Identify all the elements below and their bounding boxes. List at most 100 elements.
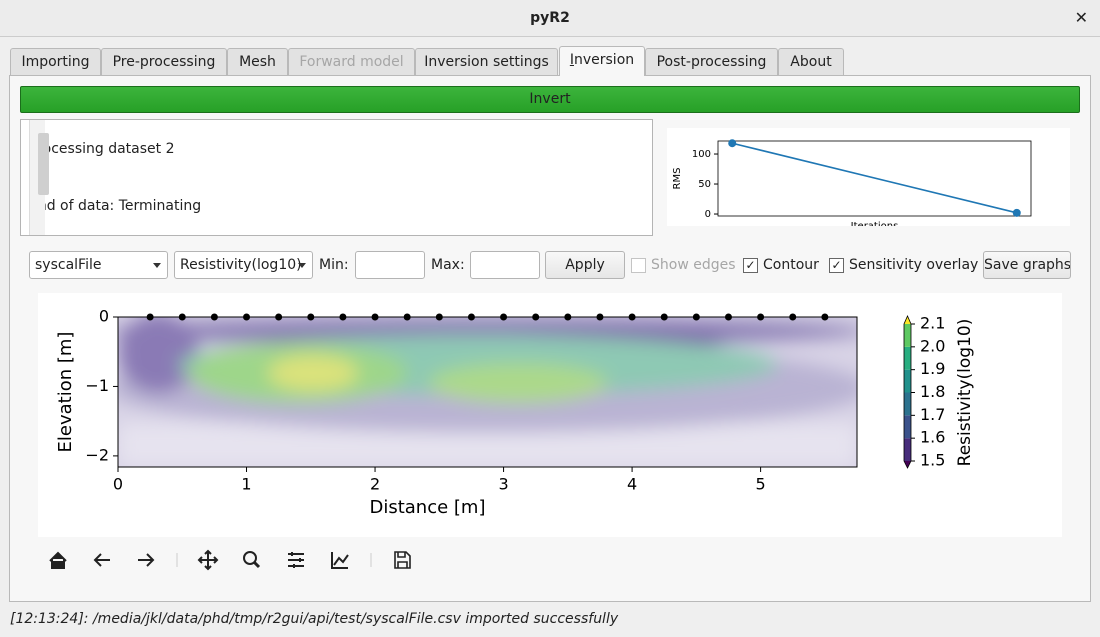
electrode [596, 313, 604, 321]
invert-button[interactable]: Invert [20, 86, 1080, 113]
plot-toolbar [49, 549, 411, 571]
electrode [660, 313, 668, 321]
pan-icon[interactable] [197, 549, 219, 571]
tab[interactable]: About [778, 48, 844, 76]
rms-point [1012, 208, 1021, 217]
electrode [500, 313, 508, 321]
home-icon[interactable] [49, 551, 67, 569]
x-axis-label: Distance [m] [369, 497, 485, 518]
electrode [307, 313, 315, 321]
scrollbar[interactable] [29, 120, 49, 235]
max-label: Max: [431, 257, 465, 273]
colorbar-band [904, 369, 911, 393]
y-tick-label: −1 [85, 376, 109, 395]
electrode [178, 313, 186, 321]
back-icon[interactable] [93, 553, 110, 567]
colorbar-band [904, 438, 911, 461]
y-tick-label: 100 [692, 149, 711, 160]
checkbox-box[interactable]: ✓ [829, 258, 844, 273]
y-tick-label: 50 [698, 179, 711, 190]
log-box: Processing dataset 2 End of data: Termin… [20, 119, 653, 236]
max-input[interactable] [470, 251, 540, 279]
attribute-select[interactable]: Resistivity(log10) [174, 251, 313, 279]
electrode [564, 313, 572, 321]
axes-edit-icon[interactable] [331, 552, 349, 569]
colorbar-tick-label: 1.6 [920, 428, 945, 447]
tab[interactable]: Mesh [227, 48, 288, 76]
x-tick-label: 4 [627, 475, 637, 494]
electrode [403, 313, 411, 321]
contour-field [118, 317, 857, 467]
colorbar-band [904, 324, 911, 347]
colorbar-label: Resistivity(log10) [955, 319, 975, 467]
colorbar-extend [904, 316, 911, 324]
colorbar-tick-label: 2.1 [920, 314, 945, 333]
y-tick-label: 0 [99, 307, 109, 326]
electrode [371, 313, 379, 321]
x-tick-label: 5 [756, 475, 766, 494]
checkbox-label: Show edges [651, 257, 736, 273]
colorbar-tick-label: 1.9 [920, 359, 945, 378]
electrode [467, 313, 475, 321]
x-tick-label: 3 [498, 475, 508, 494]
section-chart: 0 1 2 3 4 5 0 −1 −2 Distance [m] Elevation [m] 1.5 1… [38, 293, 1062, 537]
y-tick-label: 0 [705, 209, 711, 220]
configure-icon[interactable] [288, 552, 304, 568]
checkbox-box[interactable]: ✓ [743, 258, 758, 273]
colorbar-band [904, 415, 911, 439]
axes-frame [117, 316, 858, 468]
electrode [532, 313, 540, 321]
colorbar-tick-label: 1.8 [920, 382, 945, 401]
checkbox: Show edges [631, 251, 736, 279]
title-bar: pyR2 [0, 0, 1100, 37]
window-title: pyR2 [530, 10, 570, 26]
forward-icon[interactable] [138, 553, 155, 567]
electrode [757, 313, 765, 321]
checkbox-label: Contour [763, 257, 819, 273]
x-tick-label: 2 [370, 475, 380, 494]
x-tick-label: 1 [241, 475, 251, 494]
electrode [692, 313, 700, 321]
tab[interactable]: Inversion [559, 46, 645, 76]
checkbox-box [631, 258, 646, 273]
tab: Forward model [288, 48, 415, 76]
colorbar-extend [904, 461, 911, 468]
dataset-select[interactable]: syscalFile [29, 251, 168, 279]
zoom-icon[interactable] [252, 560, 261, 569]
min-label: Min: [319, 257, 349, 273]
rms-chart: 0 50 100 RMS Iterations [667, 128, 1070, 226]
electrode [243, 313, 251, 321]
y-tick-label: −2 [85, 445, 109, 464]
electrode [435, 313, 443, 321]
min-input[interactable] [355, 251, 425, 279]
colorbar-tick-label: 2.0 [920, 336, 945, 355]
scroll-thumb[interactable] [38, 133, 49, 195]
log-line: Processing dataset 2 [29, 141, 175, 157]
checkbox[interactable]: ✓ Contour [743, 251, 819, 279]
colorbar-band [904, 346, 911, 370]
apply-button[interactable]: Apply [545, 251, 625, 279]
y-axis-label: RMS [672, 168, 683, 190]
axes-frame [717, 140, 1032, 217]
rms-point [728, 139, 737, 148]
tab[interactable]: Importing [10, 48, 101, 76]
rms-line [732, 142, 1017, 214]
electrode [210, 313, 218, 321]
electrode [339, 313, 347, 321]
tab[interactable]: Inversion settings [415, 48, 558, 76]
x-axis-label: Iterations [851, 221, 899, 226]
close-button[interactable]: ✕ [1074, 8, 1088, 27]
electrode [724, 313, 732, 321]
colorbar-band [904, 392, 911, 416]
x-tick-label: 0 [113, 475, 123, 494]
colorbar-tick-label: 1.5 [920, 451, 945, 470]
electrode [275, 313, 283, 321]
electrode [146, 313, 154, 321]
electrode [821, 313, 829, 321]
save-graphs-button[interactable]: Save graphs [983, 251, 1071, 279]
checkbox[interactable]: ✓ Sensitivity overlay [829, 251, 978, 279]
tab[interactable]: Post-processing [645, 48, 778, 76]
tab[interactable]: Pre-processing [101, 48, 227, 76]
save-icon[interactable] [394, 551, 411, 569]
